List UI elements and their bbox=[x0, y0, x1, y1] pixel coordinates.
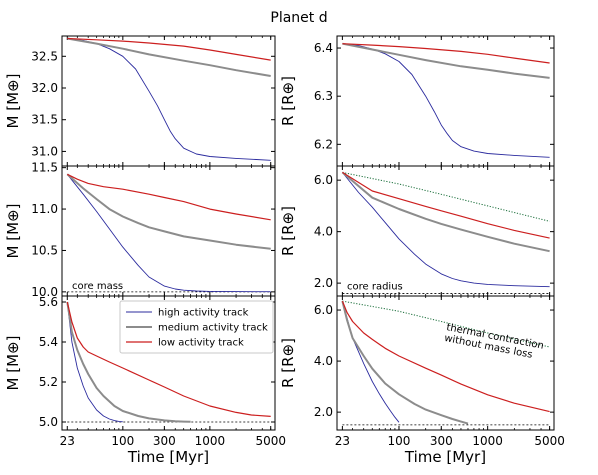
series-line-high bbox=[66, 174, 271, 293]
y-axis-label: M [M⊕] bbox=[4, 204, 22, 259]
y-axis-label: R [R⊕] bbox=[279, 76, 297, 126]
y-tick-label: 10.5 bbox=[31, 243, 58, 257]
y-tick-label: 6.4 bbox=[314, 41, 333, 55]
legend-entry: low activity track bbox=[158, 338, 244, 349]
series-line-high bbox=[67, 38, 271, 161]
y-tick-label: 5.4 bbox=[39, 335, 58, 349]
x-axis-label: Time [Myr] bbox=[127, 448, 209, 466]
panel-mass-middle: 10.0 10.5 11.0 11.5 M [M⊕] core mass bbox=[4, 161, 276, 299]
panel-frame bbox=[336, 295, 555, 431]
y-tick-label: 31.5 bbox=[31, 113, 58, 127]
x-tick-label: 5000 bbox=[534, 434, 565, 448]
panel-radius-top: 6.2 6.3 6.4 R [R⊕] bbox=[279, 35, 555, 167]
series-line-low bbox=[341, 300, 550, 413]
thermal-contraction-line bbox=[342, 171, 550, 222]
series-line-low bbox=[66, 301, 271, 417]
y-tick-label: 6.0 bbox=[314, 303, 333, 317]
y-tick-label: 4.0 bbox=[314, 354, 333, 368]
panel-mass-bottom: 5.0 5.2 5.4 5.6 23 100 300 1000 5000 M [M⊕] high a… bbox=[4, 295, 286, 448]
y-tick-label: 5.6 bbox=[39, 295, 58, 309]
x-tick-label: 23 bbox=[335, 434, 350, 448]
panel-frame bbox=[336, 165, 555, 297]
panel-radius-bottom: 2.0 4.0 6.0 23 100 300 1000 5000 R [R⊕] thermal c… bbox=[279, 295, 565, 448]
y-tick-label: 4.0 bbox=[314, 225, 333, 239]
y-tick-label: 6.0 bbox=[314, 173, 333, 187]
panel-frame bbox=[336, 35, 555, 167]
y-tick-label: 10.0 bbox=[31, 285, 58, 299]
figure-title: Planet d bbox=[270, 10, 327, 26]
series-line-low bbox=[67, 37, 271, 61]
x-tick-label: 23 bbox=[60, 434, 75, 448]
y-tick-label: 2.0 bbox=[314, 405, 333, 419]
y-axis-label: M [M⊕] bbox=[4, 74, 22, 129]
y-axis-label: M [M⊕] bbox=[4, 336, 22, 391]
x-tick-label: 100 bbox=[111, 434, 134, 448]
series-line-medium bbox=[341, 300, 469, 425]
panel-mass-top: 31.0 31.5 32.0 32.5 M [M⊕] bbox=[4, 35, 276, 167]
y-tick-label: 31.0 bbox=[31, 144, 58, 158]
thermal-contraction-line bbox=[342, 300, 550, 348]
y-tick-label: 32.0 bbox=[31, 81, 58, 95]
series-line-medium bbox=[342, 42, 550, 79]
x-axis-label: Time [Myr] bbox=[404, 448, 486, 466]
y-axis-label: R [R⊕] bbox=[279, 338, 297, 388]
x-tick-label: 100 bbox=[388, 434, 411, 448]
panel-frame bbox=[61, 295, 276, 431]
series-line-high bbox=[342, 43, 550, 158]
series-line-low bbox=[342, 43, 550, 64]
panel-frame bbox=[61, 165, 276, 297]
legend-entry: medium activity track bbox=[158, 323, 268, 334]
series-line-medium bbox=[66, 173, 271, 250]
series-line-high bbox=[342, 172, 550, 288]
y-tick-label: 5.2 bbox=[39, 375, 58, 389]
core-radius-label: core radius bbox=[347, 281, 403, 292]
x-tick-label: 300 bbox=[430, 434, 453, 448]
y-tick-label: 6.2 bbox=[314, 137, 333, 151]
series-line-low bbox=[342, 171, 550, 239]
x-tick-label: 1000 bbox=[472, 434, 503, 448]
y-tick-label: 11.0 bbox=[31, 202, 58, 216]
core-mass-label: core mass bbox=[72, 281, 123, 292]
series-line-high bbox=[341, 300, 400, 423]
x-tick-label: 300 bbox=[153, 434, 176, 448]
y-tick-label: 32.5 bbox=[31, 49, 58, 63]
series-line-medium bbox=[66, 301, 191, 423]
x-tick-label: 5000 bbox=[255, 434, 286, 448]
panels-group: 31.031.532.032.5M [M⊕]6.26.36.4R [R⊕]10.… bbox=[4, 35, 565, 466]
y-tick-label: 11.5 bbox=[31, 161, 58, 175]
legend: high activity track medium activity track… bbox=[119, 300, 274, 354]
legend-box bbox=[119, 300, 274, 354]
y-tick-label: 2.0 bbox=[314, 276, 333, 290]
y-tick-label: 5.0 bbox=[39, 415, 58, 429]
series-line-low bbox=[67, 173, 271, 221]
legend-entry: high activity track bbox=[158, 308, 249, 319]
x-tick-label: 1000 bbox=[195, 434, 226, 448]
y-tick-label: 6.3 bbox=[314, 89, 333, 103]
series-line-medium bbox=[67, 37, 271, 77]
series-line-medium bbox=[341, 171, 550, 253]
series-line-high bbox=[66, 301, 123, 423]
y-axis-label: R [R⊕] bbox=[279, 206, 297, 256]
panel-radius-middle: 2.0 4.0 6.0 R [R⊕] core radius bbox=[279, 165, 555, 297]
